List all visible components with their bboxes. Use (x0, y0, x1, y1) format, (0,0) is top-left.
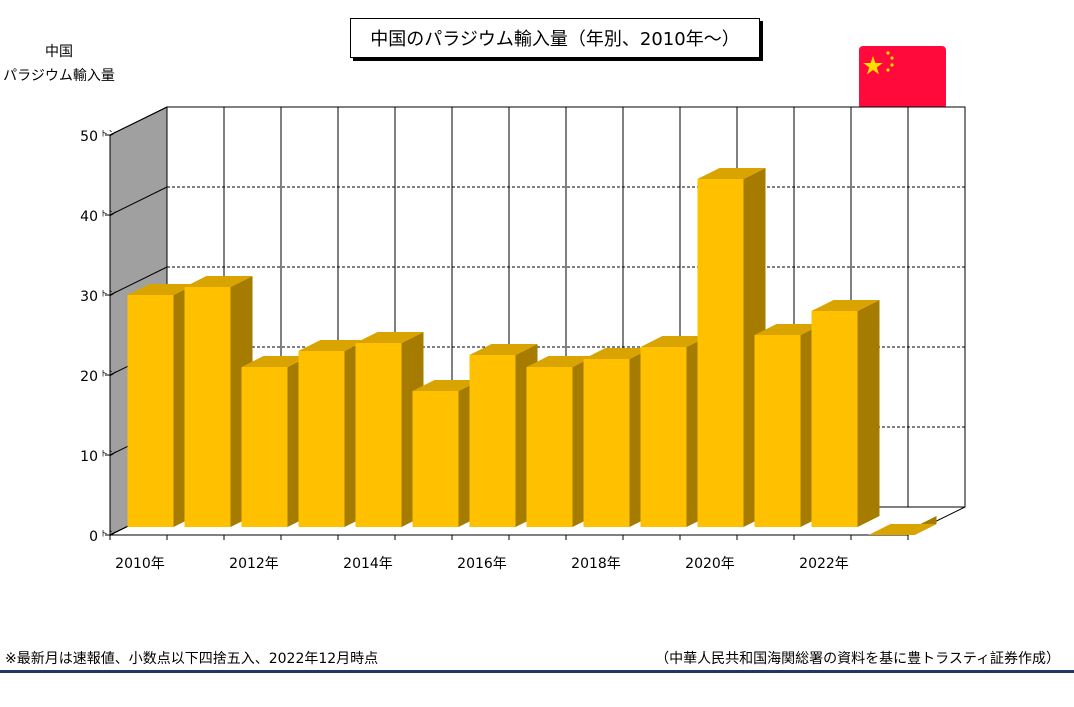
wall-gridline (109, 186, 168, 216)
bar (355, 343, 402, 527)
bar (640, 347, 687, 527)
bar-top (298, 340, 367, 351)
y-tick-label: 0 (89, 529, 98, 545)
bar-top (412, 380, 481, 391)
bar-top (184, 276, 253, 287)
y-tick-unit: トン (100, 129, 116, 138)
bar-top (868, 524, 937, 535)
bar-top (640, 336, 709, 347)
source-note: （中華人民共和国海関総署の資料を基に豊トラスティ証券作成） (655, 651, 1060, 667)
bar-top (754, 324, 823, 335)
bar (127, 295, 174, 527)
y-tick-unit: トン (100, 529, 116, 538)
x-tick-label: 2022年 (799, 556, 849, 572)
bar (184, 287, 231, 527)
bar-top (697, 168, 766, 179)
wall-gridline (109, 266, 168, 296)
bar (526, 367, 573, 527)
y-tick-unit: トン (100, 289, 116, 298)
y-tick-label: 50 (80, 129, 98, 145)
y-axis-title-line2: パラジウム輸入量 (3, 68, 115, 84)
x-tick-label: 2014年 (343, 556, 393, 572)
bar (469, 355, 516, 527)
bar-top (241, 356, 310, 367)
footnote: ※最新月は速報値、小数点以下四捨五入、2022年12月時点 (5, 651, 379, 667)
chart-title-text: 中国のパラジウム輸入量（年別、2010年～） (370, 29, 740, 50)
x-tick-label: 2016年 (457, 556, 507, 572)
y-tick-label: 30 (80, 289, 98, 305)
bar (412, 391, 459, 527)
y-tick-unit: トン (100, 369, 116, 378)
y-tick-label: 10 (80, 449, 98, 465)
y-axis-title-line1: 中国 (45, 44, 73, 60)
bar-top (526, 356, 595, 367)
x-tick-label: 2012年 (229, 556, 279, 572)
y-tick-unit: トン (100, 209, 116, 218)
y-axis-title: 中国 パラジウム輸入量 (0, 40, 118, 88)
y-tick-label: 20 (80, 369, 98, 385)
bar-top (811, 300, 880, 311)
bar-top (127, 284, 196, 295)
x-tick-label: 2020年 (685, 556, 735, 572)
bar-top (355, 332, 424, 343)
bar (697, 179, 744, 527)
x-tick-label: 2018年 (571, 556, 621, 572)
bar-top (469, 344, 538, 355)
bar (583, 359, 630, 527)
bottom-rule (0, 670, 1074, 673)
bar (298, 351, 345, 527)
x-tick-label: 2010年 (115, 556, 165, 572)
china-flag-icon (859, 46, 946, 109)
bar-side (857, 300, 880, 527)
bar (811, 311, 858, 527)
y-tick-label: 40 (80, 209, 98, 225)
bar (241, 367, 288, 527)
chart-title: 中国のパラジウム輸入量（年別、2010年～） (350, 18, 760, 58)
y-tick-unit: トン (100, 449, 116, 458)
bar-top (583, 348, 652, 359)
bar (754, 335, 801, 527)
wall-gridline (109, 106, 168, 136)
